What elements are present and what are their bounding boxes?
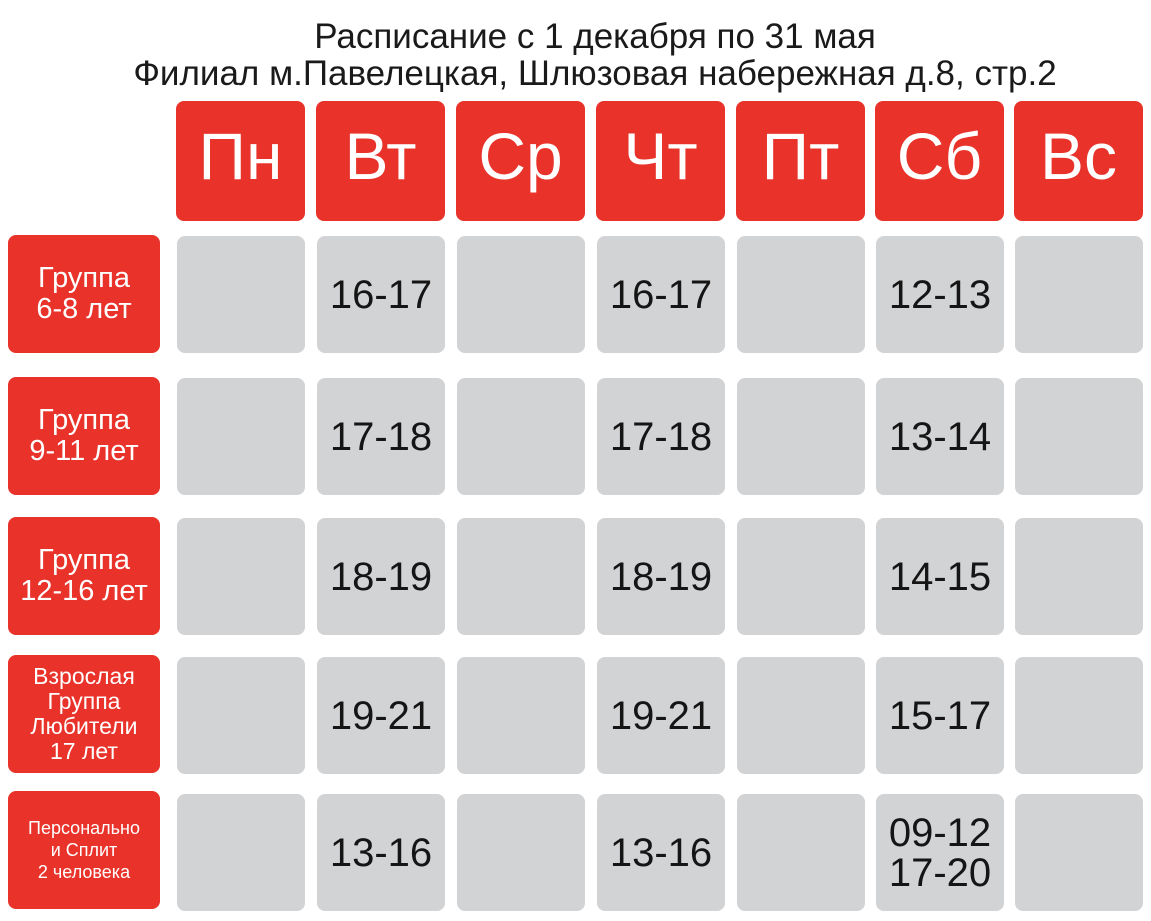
schedule-cell: 12-13 xyxy=(876,236,1004,353)
time-slot: 18-19 xyxy=(609,554,713,599)
empty-schedule-cell xyxy=(1015,378,1143,495)
time-slot: 18-19 xyxy=(329,554,433,599)
group-label: Группа 9-11 лет xyxy=(8,377,160,495)
empty-schedule-cell xyxy=(457,518,585,635)
group-label-line: Персонально xyxy=(28,818,140,838)
group-label-line: и Сплит xyxy=(50,840,118,860)
time-slot: 19-21 xyxy=(609,693,713,738)
empty-schedule-cell xyxy=(177,657,305,774)
schedule-title: Расписание с 1 декабря по 31 мая xyxy=(314,17,876,56)
group-label-line: Любители xyxy=(30,713,138,739)
time-slot: 13-16 xyxy=(609,830,713,875)
group-label-line: 6-8 лет xyxy=(36,293,132,325)
empty-schedule-cell xyxy=(457,378,585,495)
group-label-line: 9-11 лет xyxy=(29,435,139,467)
schedule-cell: 19-21 xyxy=(317,657,445,774)
time-slot: 17-18 xyxy=(609,414,713,459)
time-slot: 16-17 xyxy=(609,272,713,317)
day-header: Ср xyxy=(456,101,585,221)
empty-schedule-cell xyxy=(177,794,305,911)
schedule-cell: 18-19 xyxy=(597,518,725,635)
day-header: Пт xyxy=(736,101,865,221)
empty-schedule-cell xyxy=(1015,657,1143,774)
group-label-line: 2 человека xyxy=(37,862,131,882)
day-header: Чт xyxy=(596,101,725,221)
schedule-cell: 18-19 xyxy=(317,518,445,635)
empty-schedule-cell xyxy=(737,378,865,495)
group-label: Персонально и Сплит 2 человека xyxy=(8,791,160,909)
day-header: Вс xyxy=(1014,101,1143,221)
group-label-line: 12-16 лет xyxy=(20,575,148,607)
time-slot: 13-16 xyxy=(329,830,433,875)
time-slot: 13-14 xyxy=(888,414,992,459)
group-label-line: Группа xyxy=(47,688,121,714)
schedule-cell: 14-15 xyxy=(876,518,1004,635)
group-label-line: Группа xyxy=(38,544,130,576)
schedule-cell: 19-21 xyxy=(597,657,725,774)
empty-schedule-cell xyxy=(737,657,865,774)
time-slot: 19-21 xyxy=(329,693,433,738)
schedule-cell: 17-18 xyxy=(317,378,445,495)
empty-schedule-cell xyxy=(1015,236,1143,353)
empty-schedule-cell xyxy=(177,236,305,353)
empty-schedule-cell xyxy=(737,794,865,911)
day-header: Вт xyxy=(316,101,445,221)
schedule-cell: 13-14 xyxy=(876,378,1004,495)
schedule-cell: 15-17 xyxy=(876,657,1004,774)
schedule-cell: 13-16 xyxy=(597,794,725,911)
time-slot: 14-15 xyxy=(888,554,992,599)
time-slot: 16-17 xyxy=(329,272,433,317)
empty-schedule-cell xyxy=(177,378,305,495)
empty-schedule-cell xyxy=(457,657,585,774)
schedule-cell: 13-16 xyxy=(317,794,445,911)
time-slot: 12-13 xyxy=(888,272,992,317)
group-label-line: Группа xyxy=(38,262,130,294)
group-label-line: Группа xyxy=(38,404,130,436)
schedule-cell: 17-18 xyxy=(597,378,725,495)
group-label: Группа 12-16 лет xyxy=(8,517,160,635)
empty-schedule-cell xyxy=(1015,518,1143,635)
group-label: Группа 6-8 лет xyxy=(8,235,160,353)
empty-schedule-cell xyxy=(177,518,305,635)
time-slot: 09-12 xyxy=(888,810,992,855)
group-label-line: Взрослая xyxy=(33,663,135,689)
day-header: Сб xyxy=(875,101,1004,221)
branch-address: Филиал м.Павелецкая, Шлюзовая набережная… xyxy=(133,54,1057,93)
empty-schedule-cell xyxy=(457,236,585,353)
group-label: Взрослая Группа Любители 17 лет xyxy=(8,655,160,773)
schedule-cell: 09-12 17-20 xyxy=(876,794,1004,911)
empty-schedule-cell xyxy=(737,236,865,353)
empty-schedule-cell xyxy=(457,794,585,911)
empty-schedule-cell xyxy=(737,518,865,635)
time-slot: 15-17 xyxy=(888,693,992,738)
time-slot: 17-20 xyxy=(888,850,992,895)
schedule-cell: 16-17 xyxy=(597,236,725,353)
schedule-cell: 16-17 xyxy=(317,236,445,353)
group-label-line: 17 лет xyxy=(50,738,118,764)
day-header: Пн xyxy=(176,101,305,221)
empty-schedule-cell xyxy=(1015,794,1143,911)
time-slot: 17-18 xyxy=(329,414,433,459)
